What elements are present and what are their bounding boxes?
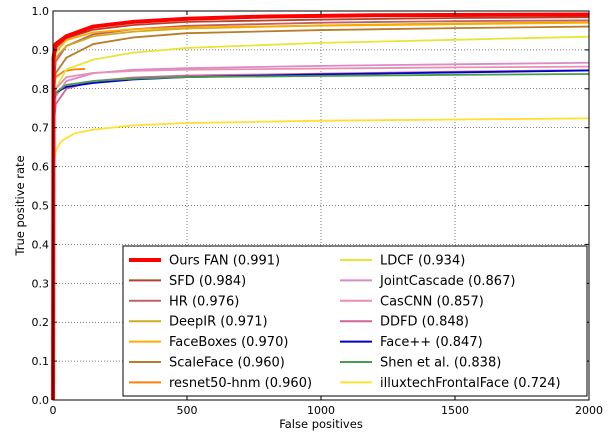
legend-label: DDFD (0.848) <box>380 315 469 330</box>
legend-label: DeepIR (0.971) <box>169 315 268 330</box>
legend-label: ScaleFace (0.960) <box>169 356 285 371</box>
x-tick-label: 1500 <box>441 404 469 417</box>
y-tick-label: 0.6 <box>32 161 50 174</box>
legend: Ours FAN (0.991) SFD (0.984) HR (0.976) Dee… <box>122 245 588 397</box>
y-axis-label: True positive rate <box>13 155 27 256</box>
legend-label: LDCF (0.934) <box>380 254 465 269</box>
axis-ticks: 0 500 1000 1500 2000 0.0 0.1 0.2 0.3 0.4 0.5 0.6 0.7… <box>32 5 604 417</box>
legend-label: Ours FAN (0.991) <box>169 254 280 269</box>
y-tick-label: 0.2 <box>32 316 50 329</box>
x-tick-label: 0 <box>50 404 57 417</box>
y-tick-label: 0.8 <box>32 83 50 96</box>
legend-label: HR (0.976) <box>169 294 239 309</box>
legend-label: resnet50-hnm (0.960) <box>169 376 312 391</box>
legend-label: illuxtechFrontalFace (0.724) <box>380 376 561 391</box>
y-tick-label: 0.5 <box>32 200 50 213</box>
y-tick-label: 0.0 <box>32 394 50 407</box>
legend-label: CasCNN (0.857) <box>380 294 484 309</box>
legend-label: SFD (0.984) <box>169 274 246 289</box>
legend-label: JointCascade (0.867) <box>379 274 515 289</box>
legend-label: Shen et al. (0.838) <box>380 356 501 371</box>
y-tick-label: 0.4 <box>32 238 50 251</box>
x-tick-label: 1000 <box>307 404 335 417</box>
series-line <box>51 12 590 401</box>
y-tick-label: 0.7 <box>32 122 50 135</box>
x-axis-label: False positives <box>279 417 363 431</box>
y-tick-label: 0.1 <box>32 355 50 368</box>
x-tick-label: 2000 <box>575 404 603 417</box>
y-tick-label: 1.0 <box>32 5 50 18</box>
legend-label: FaceBoxes (0.970) <box>169 335 288 350</box>
y-tick-label: 0.3 <box>32 277 50 290</box>
x-tick-label: 500 <box>177 404 198 417</box>
legend-label: Face++ (0.847) <box>380 335 483 350</box>
y-tick-label: 0.9 <box>32 44 50 57</box>
